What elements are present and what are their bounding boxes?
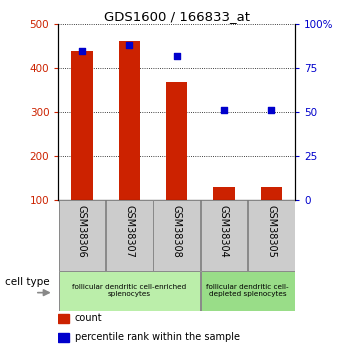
Title: GDS1600 / 166833_at: GDS1600 / 166833_at [104, 10, 250, 23]
Bar [119, 41, 140, 200]
Bar [58, 314, 69, 323]
Text: count: count [75, 313, 103, 323]
Bar [58, 333, 69, 342]
Text: follicular dendritic cell-
depleted splenocytes: follicular dendritic cell- depleted sple… [206, 284, 289, 297]
Point [79, 48, 85, 53]
Bar [166, 82, 187, 200]
Text: percentile rank within the sample: percentile rank within the sample [75, 332, 240, 342]
Text: GSM38308: GSM38308 [172, 205, 182, 258]
Text: GSM38304: GSM38304 [219, 205, 229, 258]
Point [174, 53, 179, 59]
Text: follicular dendritic cell-enriched
splenocytes: follicular dendritic cell-enriched splen… [72, 284, 187, 297]
Bar [248, 200, 295, 271]
Bar [153, 200, 200, 271]
Bar [106, 200, 153, 271]
Bar [201, 271, 295, 310]
Bar [59, 200, 105, 271]
Text: GSM38306: GSM38306 [77, 205, 87, 258]
Text: cell type: cell type [5, 277, 49, 287]
Point [127, 42, 132, 48]
Bar [213, 187, 235, 200]
Point [221, 108, 227, 113]
Text: GSM38307: GSM38307 [124, 205, 134, 258]
Point [269, 108, 274, 113]
Bar [261, 187, 282, 200]
Bar [59, 271, 200, 310]
Bar [201, 200, 247, 271]
Bar [71, 51, 93, 200]
Text: GSM38305: GSM38305 [266, 205, 276, 258]
